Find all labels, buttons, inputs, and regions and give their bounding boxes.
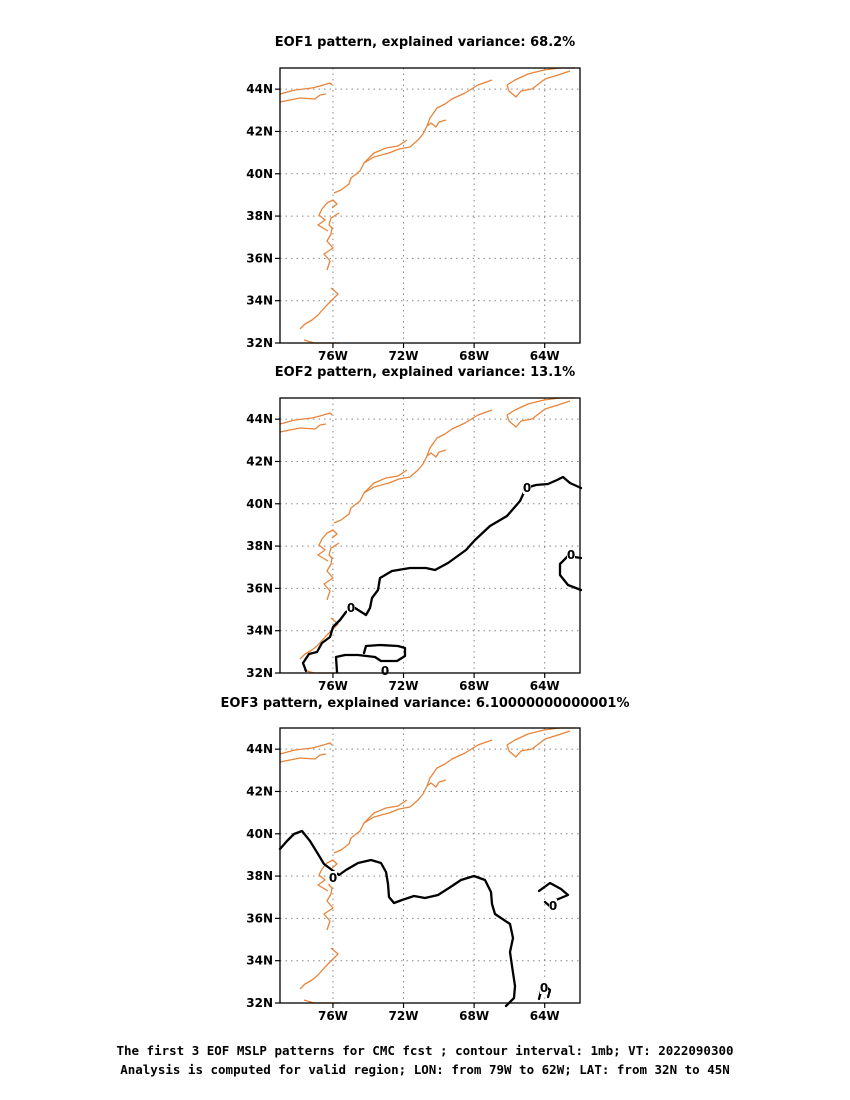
eof2-lon-label: 64W — [530, 679, 560, 693]
eof1-gridlines — [280, 68, 580, 343]
eof1-lat-label: 38N — [246, 209, 273, 223]
eof2-contour-label: 0 — [523, 481, 531, 495]
eof3-contour-label: 0 — [540, 981, 548, 995]
eof3-contour-label: 0 — [329, 871, 337, 885]
eof2-lon-label: 72W — [389, 679, 419, 693]
eof1-lon-label: 68W — [459, 349, 489, 363]
eof3-map: 0 0 0 32N 34N 36N 38N 40N 42N 44N 76W 72W 68W 64W — [246, 727, 581, 1023]
eof2-lat-label: 34N — [246, 624, 273, 638]
eof2-lat-label: 42N — [246, 454, 273, 468]
eof2-map: 0 0 0 0 32N 34N 36N 38N 40N 42N 44N 76W 72W 68W 64W — [246, 397, 583, 693]
eof3-lat-label: 36N — [246, 911, 273, 925]
eof2-contour-label: 0 — [567, 548, 575, 562]
eof3-lat-label: 38N — [246, 869, 273, 883]
eof1-lat-label: 32N — [246, 336, 273, 350]
eof3-lon-label: 72W — [389, 1009, 419, 1023]
eof2-contours — [301, 475, 583, 677]
eof3-lat-label: 34N — [246, 954, 273, 968]
eof3-contours — [278, 829, 570, 1008]
eof3-lon-label: 64W — [530, 1009, 560, 1023]
eof3-contour-label: 0 — [549, 899, 557, 913]
eof1-lat-label: 44N — [246, 82, 273, 96]
eof2-title: EOF2 pattern, explained variance: 13.1% — [274, 365, 576, 380]
eof2-contour-label: 0 — [381, 664, 389, 678]
eof3-gridlines — [280, 728, 580, 1003]
eof3-lon-label: 76W — [318, 1009, 348, 1023]
eof2-lat-label: 38N — [246, 539, 273, 553]
eof3-frame — [279, 727, 581, 1004]
eof2-lon-label: 76W — [318, 679, 348, 693]
eof1-lat-label: 42N — [246, 124, 273, 138]
eof2-lon-label: 68W — [459, 679, 489, 693]
eof3-lat-label: 44N — [246, 742, 273, 756]
eof2-lat-label: 32N — [246, 666, 273, 680]
eof1-lat-label: 34N — [246, 294, 273, 308]
eof1-lat-label: 36N — [246, 251, 273, 265]
eof3-lat-label: 32N — [246, 996, 273, 1010]
eof3-title: EOF3 pattern, explained variance: 6.1000… — [220, 696, 630, 711]
eof2-frame — [279, 397, 581, 674]
caption-line-2: Analysis is computed for valid region; L… — [120, 1062, 730, 1077]
eof2-lat-label: 40N — [246, 497, 273, 511]
eof3-lon-label: 68W — [459, 1009, 489, 1023]
eof2-gridlines — [280, 398, 580, 673]
eof3-lat-label: 40N — [246, 827, 273, 841]
eof2-lat-label: 44N — [246, 412, 273, 426]
eof1-title: EOF1 pattern, explained variance: 68.2% — [274, 35, 576, 50]
eof1-lon-label: 72W — [389, 349, 419, 363]
eof2-contour-label: 0 — [347, 601, 355, 615]
eof2-lat-label: 36N — [246, 581, 273, 595]
caption-line-1: The first 3 EOF MSLP patterns for CMC fc… — [116, 1043, 734, 1058]
eof2-coastline — [279, 397, 575, 674]
eof1-map: 32N 34N 36N 38N 40N 42N 44N 76W 72W 68W 64W — [246, 67, 581, 363]
eof1-lon-label: 76W — [318, 349, 348, 363]
eof1-lon-label: 64W — [530, 349, 560, 363]
eof1-frame — [279, 67, 581, 344]
eof1-coastline — [279, 67, 575, 344]
eof3-lat-label: 42N — [246, 784, 273, 798]
eof1-lat-label: 40N — [246, 167, 273, 181]
